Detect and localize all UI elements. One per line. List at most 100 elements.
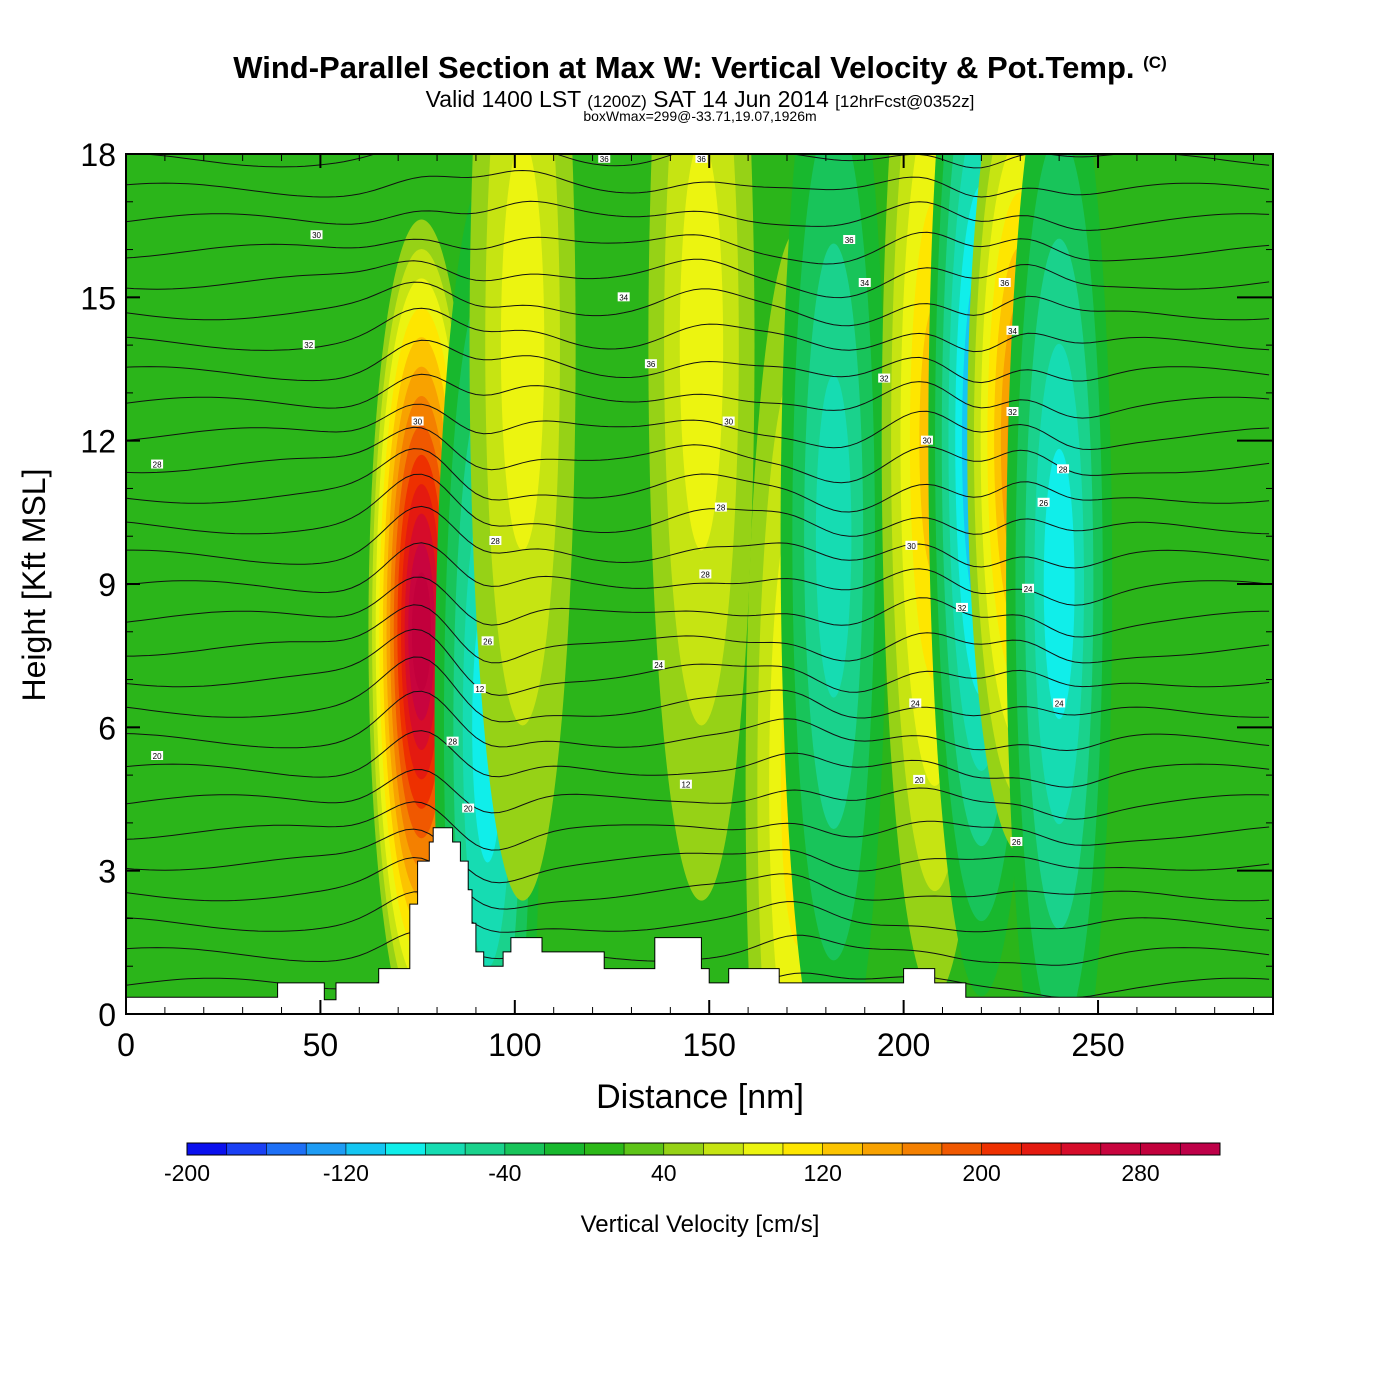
chart-title-main: Wind-Parallel Section at Max W: Vertical… [233, 50, 1135, 85]
isentrope-label-bg [858, 278, 871, 287]
y-tick-label: 18 [80, 137, 116, 173]
isentrope-label: 34 [860, 279, 869, 288]
chart-title: Wind-Parallel Section at Max W: Vertical… [0, 50, 1400, 86]
colorbar-swatch [981, 1143, 1022, 1155]
x-tick-label: 0 [117, 1027, 135, 1063]
isentrope-label-bg [955, 602, 968, 612]
colorbar-tick-label: -120 [323, 1160, 369, 1186]
isentrope-label: 24 [1055, 699, 1064, 708]
isentrope-label-bg [310, 230, 323, 240]
colorbar-swatch [465, 1143, 506, 1155]
isentrope-line [126, 856, 1270, 910]
velocity-contour [679, 154, 724, 551]
valid-time-utc: (1200Z) [587, 92, 647, 111]
isentrope-label-bg [905, 540, 918, 550]
isentrope-label-bg [644, 359, 657, 369]
isentrope-line [126, 690, 1270, 752]
y-tick-label: 0 [98, 997, 116, 1033]
isentrope-label-bg [909, 698, 922, 708]
isentrope-line [126, 505, 1270, 569]
isentrope-line [126, 768, 1270, 820]
isentrope-line [126, 200, 1270, 231]
colorbar-swatch [504, 1143, 546, 1155]
isentrope-label: 36 [1000, 279, 1009, 288]
isentrope-label: 36 [646, 360, 655, 369]
isentrope-label-bg [489, 536, 502, 545]
isentrope-label: 26 [1039, 499, 1048, 508]
isentrope-line [126, 403, 1270, 451]
terrain-profile [126, 827, 1273, 1014]
colorbar-swatch [941, 1143, 983, 1155]
colorbar-swatch [782, 1143, 824, 1155]
isentrope-line [126, 628, 1270, 696]
isentrope-label-bg [473, 684, 486, 694]
isentrope-label-bg [1022, 583, 1035, 593]
isentrope-label-bg [598, 154, 611, 163]
y-tick-label: 3 [98, 854, 116, 890]
valid-time-local: Valid 1400 LST [425, 86, 581, 112]
isentrope-label: 20 [915, 776, 924, 785]
isentrope-line [126, 339, 1270, 384]
isentrope-label-bg [843, 235, 856, 244]
isentrope-label: 32 [304, 341, 313, 350]
x-axis-label: Distance [nm] [596, 1078, 804, 1116]
isentrope-label: 34 [1008, 327, 1017, 336]
colorbar-swatch [663, 1143, 704, 1155]
x-tick-label: 250 [1071, 1027, 1124, 1063]
isentrope-line [126, 730, 1270, 788]
x-tick-label: 50 [303, 1027, 339, 1063]
velocity-contour [500, 154, 545, 551]
valid-date: SAT 14 Jun 2014 [653, 86, 829, 112]
isentrope-line [126, 801, 1270, 851]
colorbar-swatch [822, 1143, 863, 1155]
isentrope-line [126, 604, 1270, 664]
colorbar-swatch [703, 1143, 744, 1155]
isentrope-label: 32 [957, 604, 966, 613]
isentrope-label-bg [913, 774, 926, 784]
isentrope-label-bg [722, 416, 735, 426]
x-tick-label: 200 [877, 1027, 930, 1063]
terrain [126, 827, 1273, 1014]
colorbar-swatch [1061, 1143, 1102, 1155]
isentrope-label: 28 [701, 570, 710, 579]
colorbar-swatch [385, 1143, 426, 1155]
isentrope-lines [126, 154, 1270, 999]
isentrope-label-bg [1037, 497, 1050, 507]
colorbar-tick-label: -200 [164, 1160, 210, 1186]
isentrope-line [126, 891, 1270, 933]
isentrope-label-bg [679, 779, 692, 789]
isentrope-label: 28 [716, 504, 725, 513]
x-tick-label: 150 [683, 1027, 736, 1063]
isentrope-label-bg [1057, 464, 1070, 474]
isentrope-line [126, 828, 1270, 884]
isentrope-line [126, 169, 1270, 198]
isentrope-line [126, 231, 1270, 265]
isentrope-label: 26 [1012, 838, 1021, 847]
isentrope-label: 30 [724, 418, 733, 427]
isentrope-label: 24 [1024, 585, 1033, 594]
isentrope-label-bg [446, 736, 459, 746]
isentrope-label-bg [462, 803, 475, 813]
y-tick-label: 6 [98, 710, 116, 746]
y-tick-label: 15 [80, 280, 116, 316]
isentrope-label: 30 [907, 542, 916, 551]
isentrope-label-bg [1010, 837, 1023, 846]
isentrope-label: 24 [911, 699, 920, 708]
velocity-field [368, 154, 1113, 1014]
isentrope-label: 32 [880, 375, 889, 384]
colorbar-tick-label: 40 [651, 1160, 677, 1186]
velocity-contour [815, 374, 852, 698]
isentrope-labels: 28 20 32 30 30 28 20 12 26 28 36 34 36 24 12 36 28 28 30 36… [151, 154, 1070, 847]
isentrope-line [126, 258, 1270, 299]
velocity-contour [411, 572, 432, 692]
x-tick-label: 100 [488, 1027, 541, 1063]
isentrope-label-bg [1006, 325, 1019, 335]
isentrope-label-bg [920, 435, 933, 445]
colorbar: Vertical Velocity [cm/s] -200 -120 -40 40 12… [164, 1142, 1221, 1238]
isentrope-label-bg [411, 416, 424, 426]
colorbar-swatch [306, 1143, 347, 1155]
isentrope-label: 12 [475, 685, 484, 694]
colorbar-swatch [544, 1143, 585, 1155]
isentrope-label-bg [998, 278, 1011, 287]
